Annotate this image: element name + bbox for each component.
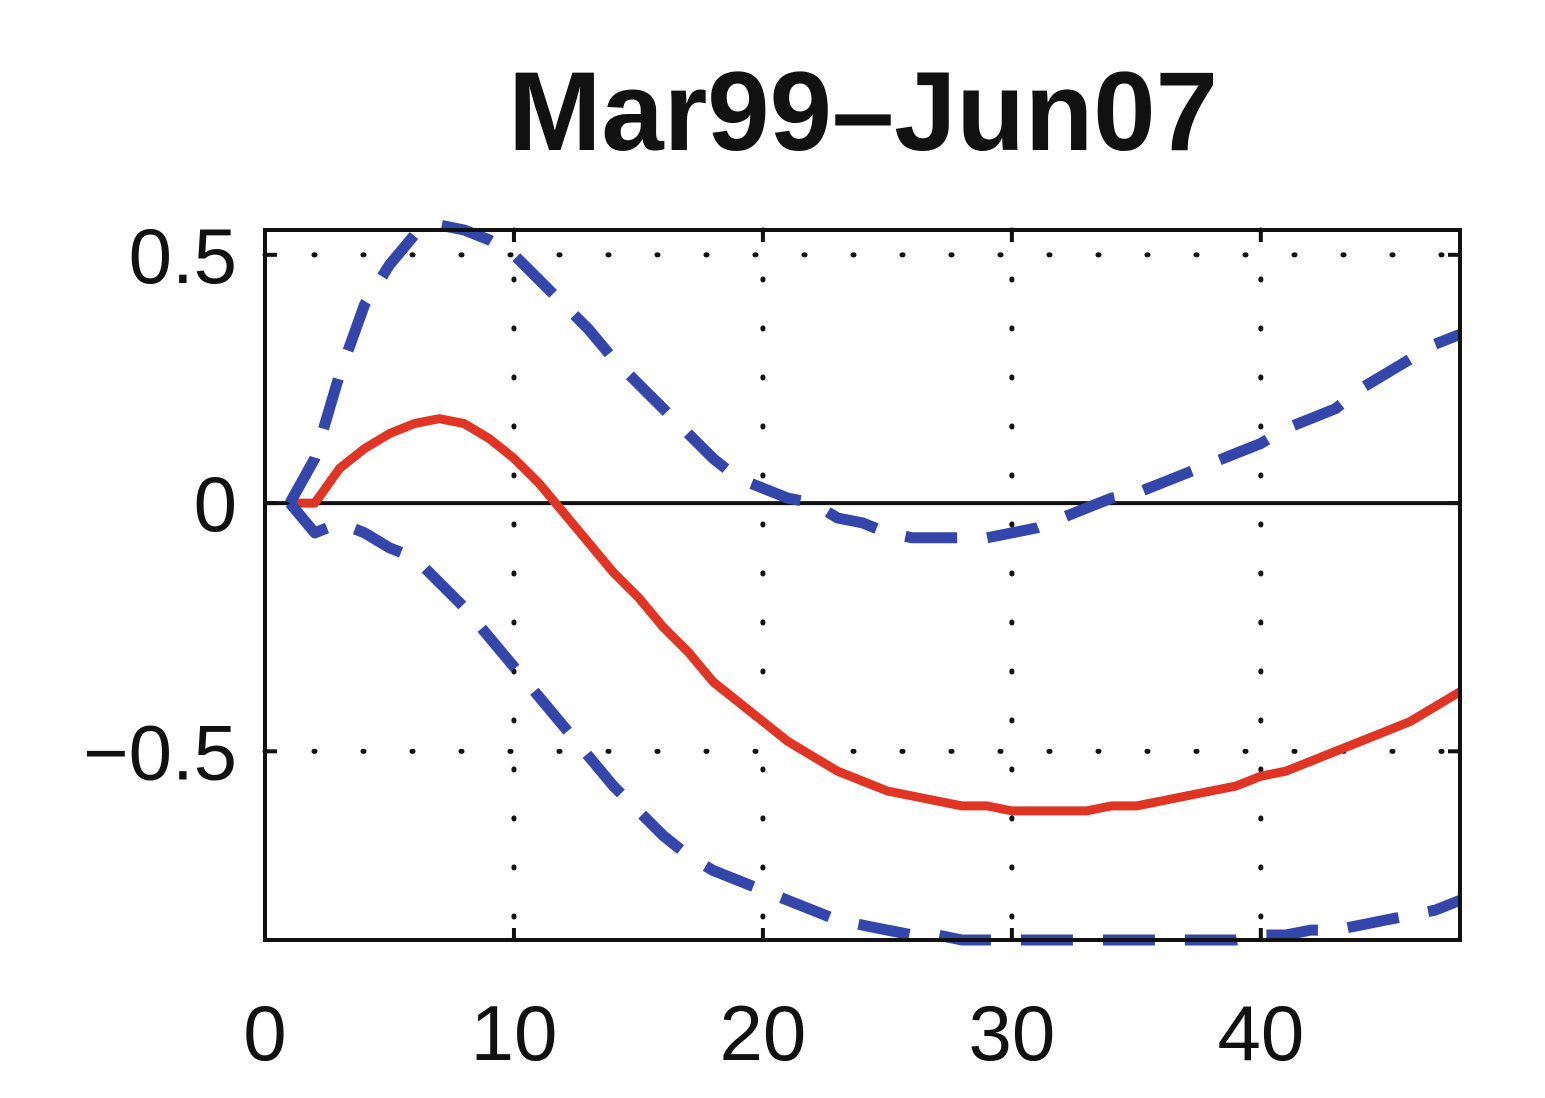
x-axis-tick-labels: 0 10 20 30 40 bbox=[243, 989, 1304, 1077]
response-line bbox=[289, 414, 1463, 816]
x-tick-label: 0 bbox=[243, 989, 286, 1077]
y-tick-label: −0.5 bbox=[83, 708, 237, 796]
y-tick-label: 0 bbox=[194, 460, 237, 548]
x-tick-label: 10 bbox=[471, 989, 558, 1077]
x-tick-label: 40 bbox=[1217, 989, 1304, 1077]
chart-title: Mar99–Jun07 bbox=[508, 49, 1218, 174]
y-axis-tick-labels: −0.5 0 0.5 bbox=[83, 212, 237, 797]
confidence-band-line bbox=[285, 499, 1463, 946]
confidence-band-line bbox=[285, 219, 1463, 544]
x-tick-label: 20 bbox=[720, 989, 807, 1077]
axis-ticks bbox=[263, 230, 1460, 940]
plot-frame bbox=[263, 228, 1462, 942]
grid bbox=[262, 227, 1463, 943]
x-tick-label: 30 bbox=[968, 989, 1055, 1077]
series-group bbox=[285, 219, 1463, 946]
y-tick-label: 0.5 bbox=[129, 212, 237, 300]
